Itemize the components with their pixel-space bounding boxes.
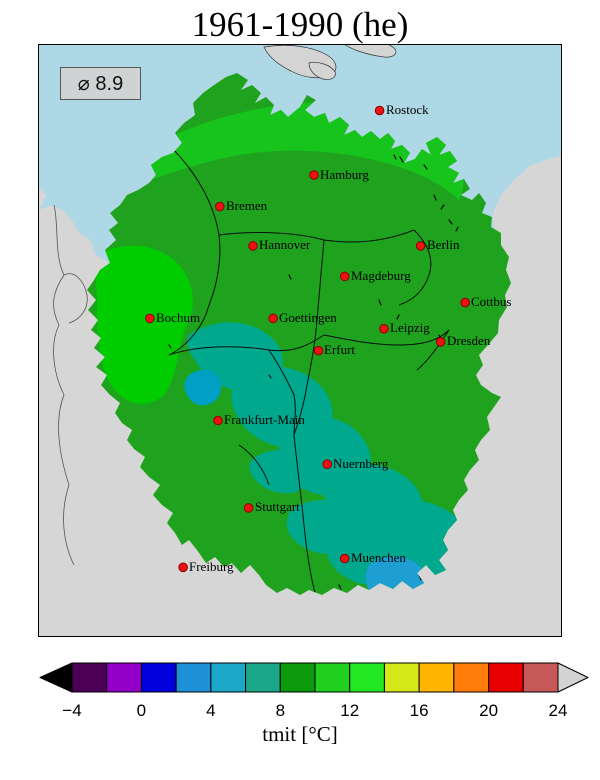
- svg-text:Berlin: Berlin: [427, 237, 460, 252]
- svg-text:Bremen: Bremen: [226, 198, 268, 213]
- svg-text:20: 20: [479, 701, 498, 720]
- svg-text:Muenchen: Muenchen: [351, 550, 406, 565]
- svg-text:4: 4: [206, 701, 215, 720]
- svg-text:Erfurt: Erfurt: [324, 342, 355, 357]
- svg-text:Goettingen: Goettingen: [279, 310, 337, 325]
- svg-text:Freiburg: Freiburg: [189, 559, 234, 574]
- svg-text:Cottbus: Cottbus: [471, 294, 511, 309]
- svg-text:Rostock: Rostock: [386, 102, 429, 117]
- svg-text:8: 8: [276, 701, 285, 720]
- svg-text:Magdeburg: Magdeburg: [351, 268, 411, 283]
- svg-text:0: 0: [137, 701, 146, 720]
- svg-text:−4: −4: [62, 701, 81, 720]
- svg-text:16: 16: [410, 701, 429, 720]
- svg-text:Nuernberg: Nuernberg: [333, 456, 389, 471]
- svg-text:Hamburg: Hamburg: [320, 167, 369, 182]
- svg-text:Hannover: Hannover: [259, 237, 311, 252]
- svg-text:Stuttgart: Stuttgart: [255, 499, 300, 514]
- svg-text:12: 12: [340, 701, 359, 720]
- svg-text:Bochum: Bochum: [156, 310, 200, 325]
- svg-text:Dresden: Dresden: [447, 333, 491, 348]
- svg-text:Leipzig: Leipzig: [390, 320, 430, 335]
- svg-text:24: 24: [549, 701, 568, 720]
- svg-text:Frankfurt-Main: Frankfurt-Main: [224, 412, 305, 427]
